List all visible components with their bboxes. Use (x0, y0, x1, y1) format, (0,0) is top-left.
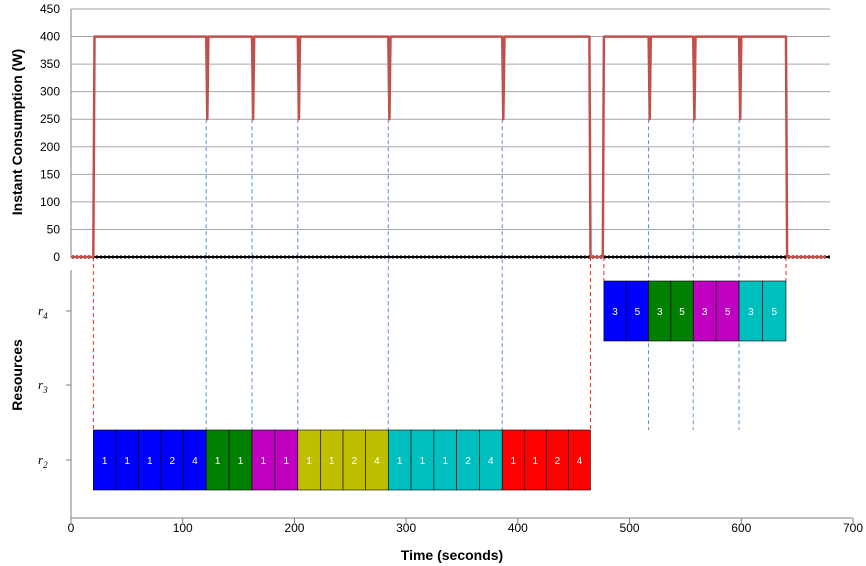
x-axis-title: Time (seconds) (401, 547, 503, 563)
resource-label: r2 (38, 452, 48, 470)
time-tick-label: 200 (284, 521, 304, 535)
task-block-label: 4 (374, 456, 380, 467)
power-y-tick-label: 100 (40, 195, 60, 209)
power-consumption-line (71, 35, 827, 259)
time-tick-label: 600 (731, 521, 751, 535)
task-block-label: 1 (306, 456, 312, 467)
resource-label: r3 (38, 377, 48, 395)
resource-label-subscript: 2 (43, 460, 48, 470)
power-series (71, 35, 827, 259)
time-tick-label: 700 (843, 521, 863, 535)
resource-label: r4 (38, 303, 48, 321)
task-block-label: 4 (488, 456, 494, 467)
gridlines (71, 8, 830, 230)
task-block-label: 2 (170, 456, 176, 467)
resource-label-subscript: 3 (42, 385, 48, 395)
task-block-label: 3 (657, 307, 663, 318)
task-block-label: 4 (192, 456, 198, 467)
power-y-tick-label: 450 (40, 2, 60, 16)
task-block-label: 1 (238, 456, 244, 467)
task-block-label: 5 (635, 307, 641, 318)
task-block-label: 1 (124, 456, 130, 467)
resource-label-base: r (38, 377, 44, 392)
task-block (762, 280, 787, 342)
time-tick-label: 400 (508, 521, 528, 535)
task-block-label: 1 (102, 456, 108, 467)
time-tick-label: 100 (173, 521, 193, 535)
power-y-tick-label: 350 (40, 57, 60, 71)
task-block-label: 3 (702, 307, 708, 318)
power-y-tick-label: 250 (40, 112, 60, 126)
task-block-label: 1 (510, 456, 516, 467)
power-y-tick-label: 300 (40, 85, 60, 99)
gantt-bars: 1 1 1 2 4 1 1 1 1 1 1 2 4 1 1 1 2 4 1 1 2 4 3 5 3 5 3 5 3 5 (93, 280, 787, 491)
task-block-label: 1 (420, 456, 426, 467)
y-axis-title-power: Instant Consumption (W) (9, 49, 25, 215)
task-block-label: 1 (533, 456, 539, 467)
power-y-tick-label: 50 (47, 222, 61, 236)
task-block-label: 2 (555, 456, 561, 467)
resource-label-subscript: 4 (43, 311, 48, 321)
task-block-label: 1 (215, 456, 221, 467)
task-block-label: 5 (679, 307, 685, 318)
task-block-label: 1 (261, 456, 267, 467)
time-tick-label: 0 (68, 521, 75, 535)
task-block-label: 3 (748, 307, 754, 318)
task-block-label: 1 (397, 456, 403, 467)
task-block-label: 5 (725, 307, 731, 318)
task-block-label: 1 (329, 456, 335, 467)
task-block-label: 4 (577, 456, 583, 467)
power-y-tick-label: 200 (40, 140, 60, 154)
time-tick-label: 500 (620, 521, 640, 535)
power-y-tick-label: 0 (53, 250, 60, 264)
power-y-tick-label: 150 (40, 167, 60, 181)
resource-label-base: r (38, 452, 44, 467)
task-block-label: 3 (612, 307, 618, 318)
task-block (568, 429, 591, 491)
task-block-label: 1 (284, 456, 290, 467)
task-block-label: 2 (352, 456, 358, 467)
axes (66, 9, 854, 523)
task-block-label: 1 (442, 456, 448, 467)
task-block-label: 5 (771, 307, 777, 318)
guide-lines (92, 119, 787, 430)
time-tick-label: 300 (396, 521, 416, 535)
task-block-label: 2 (465, 456, 471, 467)
power-y-tick-label: 400 (40, 30, 60, 44)
task-block-label: 1 (147, 456, 153, 467)
resource-label-base: r (38, 303, 44, 318)
y-axis-title-resources: Resources (9, 339, 25, 411)
